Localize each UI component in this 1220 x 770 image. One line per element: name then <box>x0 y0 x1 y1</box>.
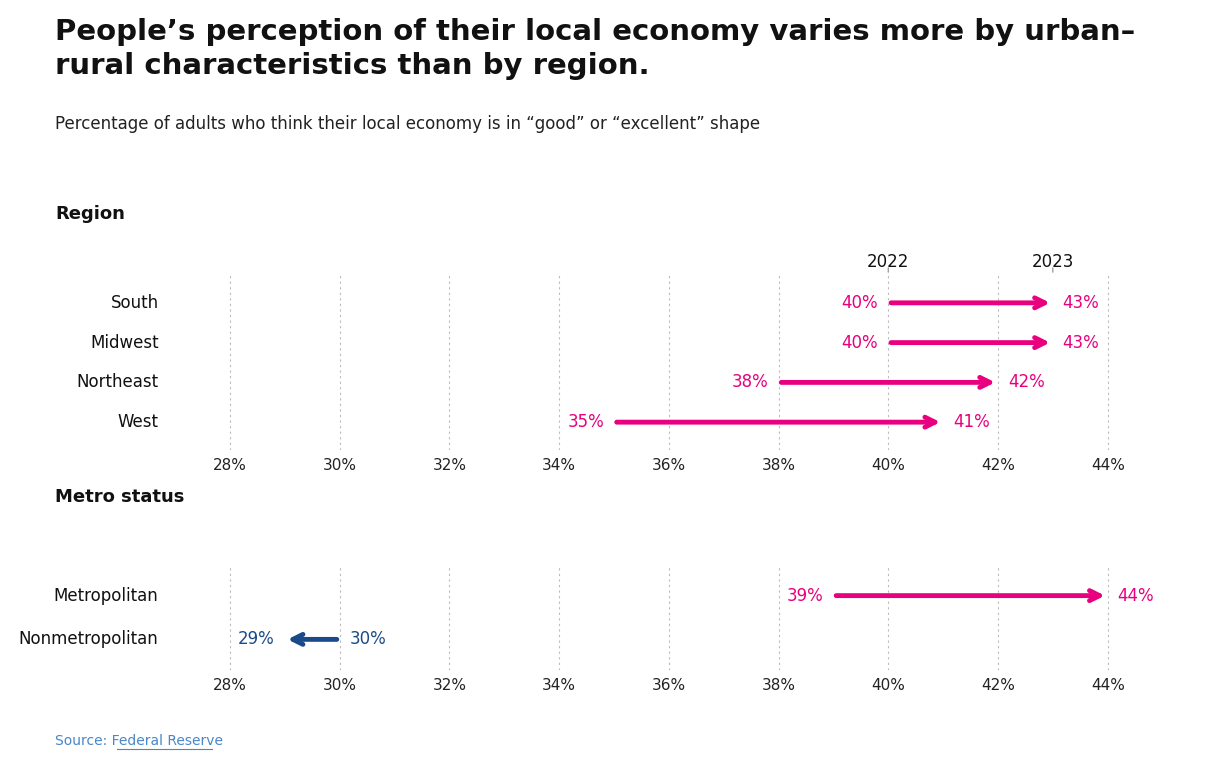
Text: Midwest: Midwest <box>90 333 159 352</box>
Text: People’s perception of their local economy varies more by urban–
rural character: People’s perception of their local econo… <box>55 18 1136 79</box>
Text: Source: Federal Reserve: Source: Federal Reserve <box>55 734 223 748</box>
Text: 43%: 43% <box>1063 294 1099 312</box>
Text: Metropolitan: Metropolitan <box>54 587 159 604</box>
Text: 2022: 2022 <box>867 253 909 271</box>
Text: Metro status: Metro status <box>55 488 184 506</box>
Text: 43%: 43% <box>1063 333 1099 352</box>
Text: West: West <box>117 413 159 431</box>
Text: Nonmetropolitan: Nonmetropolitan <box>18 631 159 648</box>
Text: 30%: 30% <box>349 631 387 648</box>
Text: 44%: 44% <box>1118 587 1154 604</box>
Text: Region: Region <box>55 205 124 223</box>
Text: 35%: 35% <box>567 413 604 431</box>
Text: 39%: 39% <box>787 587 824 604</box>
Text: 42%: 42% <box>1008 373 1044 391</box>
Text: 38%: 38% <box>732 373 769 391</box>
Text: South: South <box>111 294 159 312</box>
Text: 29%: 29% <box>238 631 274 648</box>
Text: 41%: 41% <box>953 413 989 431</box>
Text: Percentage of adults who think their local economy is in “good” or “excellent” s: Percentage of adults who think their loc… <box>55 115 760 133</box>
Text: 2023: 2023 <box>1032 253 1074 271</box>
Text: 40%: 40% <box>842 333 878 352</box>
Text: 40%: 40% <box>842 294 878 312</box>
Text: Northeast: Northeast <box>77 373 159 391</box>
